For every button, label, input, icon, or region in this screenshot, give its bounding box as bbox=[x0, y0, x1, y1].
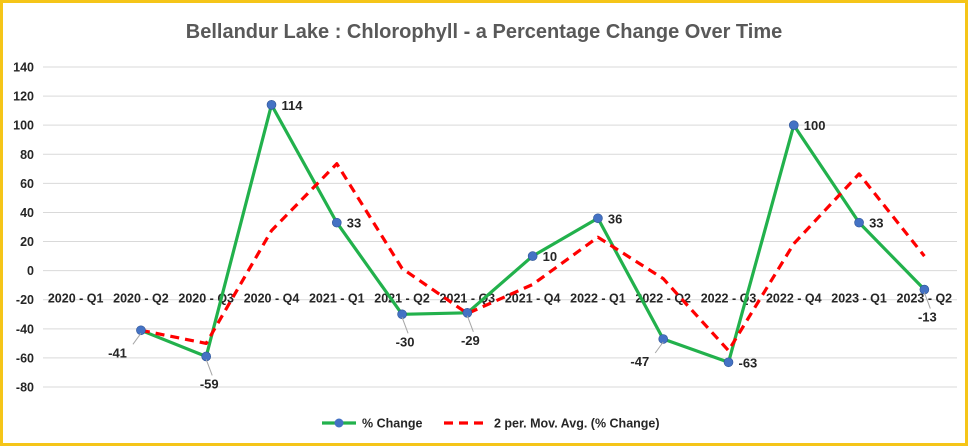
data-label: -29 bbox=[461, 333, 480, 348]
x-tick-label: 2021 - Q1 bbox=[309, 292, 365, 306]
leader-line bbox=[401, 317, 409, 334]
leader-line bbox=[654, 341, 664, 354]
series-layer bbox=[136, 100, 930, 368]
data-point bbox=[462, 308, 473, 318]
leader-line bbox=[923, 292, 931, 309]
gridlines bbox=[43, 66, 957, 388]
data-point bbox=[527, 251, 538, 261]
data-point bbox=[854, 217, 864, 228]
data-point bbox=[331, 217, 342, 228]
x-axis-ticks: 2020 - Q1 2020 - Q2 2020 - Q3 2020 - Q4 2021… bbox=[48, 292, 952, 306]
y-tick-label: -20 bbox=[16, 293, 34, 307]
data-label: 114 bbox=[282, 98, 304, 113]
y-tick-label: -80 bbox=[16, 381, 34, 395]
legend: % Change 2 per. Mov. Avg. (% Change) bbox=[322, 417, 660, 431]
chart-title: Bellandur Lake : Chlorophyll - a Percent… bbox=[186, 21, 782, 43]
y-tick-label: -40 bbox=[16, 322, 34, 336]
x-tick-label: 2022 - Q4 bbox=[766, 292, 822, 306]
leader-line bbox=[205, 359, 213, 376]
legend-label-moving-avg: 2 per. Mov. Avg. (% Change) bbox=[494, 417, 660, 431]
data-label: -13 bbox=[918, 310, 937, 325]
series-line-moving-avg bbox=[140, 162, 926, 353]
data-point bbox=[266, 100, 277, 110]
data-label: -63 bbox=[739, 355, 758, 370]
data-label: -59 bbox=[200, 376, 219, 391]
data-point bbox=[919, 284, 930, 295]
data-label: -30 bbox=[396, 334, 415, 349]
y-tick-label: 120 bbox=[13, 90, 34, 104]
legend-marker-pct-change bbox=[334, 418, 344, 428]
x-tick-label: 2020 - Q4 bbox=[244, 292, 300, 306]
data-label: 100 bbox=[804, 118, 826, 133]
y-tick-label: 20 bbox=[20, 235, 34, 249]
y-tick-label: 140 bbox=[13, 61, 34, 75]
data-label: -41 bbox=[108, 345, 127, 360]
y-tick-label: -60 bbox=[16, 351, 34, 365]
x-tick-label: 2022 - Q2 bbox=[635, 292, 691, 306]
y-tick-label: 40 bbox=[20, 206, 34, 220]
data-point bbox=[201, 351, 212, 362]
x-tick-label: 2020 - Q2 bbox=[113, 292, 169, 306]
x-tick-label: 2022 - Q1 bbox=[570, 292, 626, 306]
legend-label-pct-change: % Change bbox=[362, 417, 422, 431]
data-point bbox=[788, 120, 799, 130]
x-tick-label: 2023 - Q2 bbox=[897, 292, 953, 306]
x-tick-label: 2020 - Q1 bbox=[48, 292, 104, 306]
x-tick-label: 2022 - Q3 bbox=[701, 292, 757, 306]
leader-line bbox=[466, 315, 474, 332]
data-point bbox=[723, 357, 734, 368]
leader-lines bbox=[132, 292, 931, 376]
data-label: 36 bbox=[608, 211, 622, 226]
data-label: 10 bbox=[543, 249, 557, 264]
y-tick-label: 80 bbox=[20, 148, 34, 162]
data-point bbox=[136, 325, 146, 336]
y-tick-label: 60 bbox=[20, 177, 34, 191]
x-tick-label: 2021 - Q2 bbox=[374, 292, 430, 306]
x-tick-label: 2020 - Q3 bbox=[178, 292, 234, 306]
y-tick-label: 0 bbox=[27, 264, 34, 278]
y-axis-ticks: 140 120 100 80 60 40 20 0 -20 -40 -60 -80 bbox=[13, 61, 34, 395]
data-labels: -41 -59 114 33 -30 -29 10 36 -47 -63 100 33 -13 bbox=[108, 98, 937, 392]
leader-line bbox=[132, 332, 142, 345]
y-tick-label: 100 bbox=[13, 119, 34, 133]
data-label: -47 bbox=[630, 354, 649, 369]
series-line-pct-change bbox=[140, 103, 926, 364]
data-point bbox=[593, 213, 603, 224]
x-tick-label: 2023 - Q1 bbox=[831, 292, 887, 306]
data-point bbox=[397, 309, 407, 320]
data-point bbox=[658, 334, 669, 344]
data-label: 33 bbox=[347, 216, 361, 231]
data-label: 33 bbox=[869, 216, 883, 231]
x-tick-label: 2021 - Q4 bbox=[505, 292, 561, 306]
